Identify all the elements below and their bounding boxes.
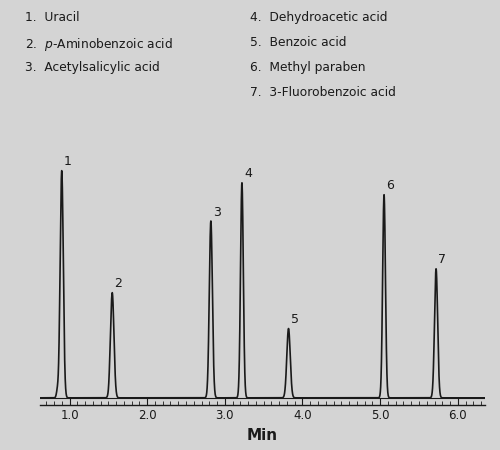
Text: 2: 2 xyxy=(114,277,122,290)
Text: 6: 6 xyxy=(386,180,394,192)
Text: 3.  Acetylsalicylic acid: 3. Acetylsalicylic acid xyxy=(25,61,160,74)
Text: 7.  3-Fluorobenzoic acid: 7. 3-Fluorobenzoic acid xyxy=(250,86,396,99)
Text: 2.  $p$-Aminobenzoic acid: 2. $p$-Aminobenzoic acid xyxy=(25,36,173,53)
X-axis label: Min: Min xyxy=(247,428,278,443)
Text: 4: 4 xyxy=(244,167,252,180)
Text: 7: 7 xyxy=(438,253,446,266)
Text: 5: 5 xyxy=(291,313,299,326)
Text: 5.  Benzoic acid: 5. Benzoic acid xyxy=(250,36,346,49)
Text: 1: 1 xyxy=(64,155,72,168)
Text: 1.  Uracil: 1. Uracil xyxy=(25,11,80,24)
Text: 6.  Methyl paraben: 6. Methyl paraben xyxy=(250,61,366,74)
Text: 4.  Dehydroacetic acid: 4. Dehydroacetic acid xyxy=(250,11,388,24)
Text: 3: 3 xyxy=(213,206,221,219)
